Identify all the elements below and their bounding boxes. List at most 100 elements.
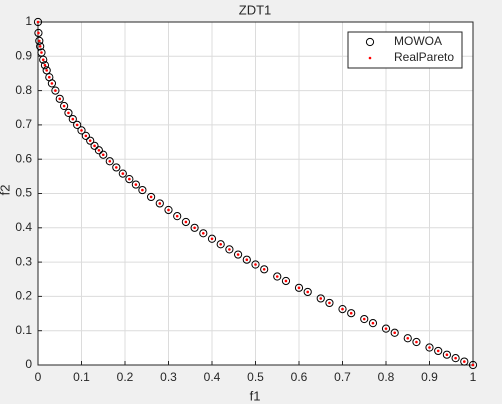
point	[101, 153, 105, 157]
point	[112, 163, 121, 172]
point	[445, 353, 449, 357]
point	[40, 61, 50, 70]
x-tick-label: 0.8	[378, 370, 395, 384]
y-tick-label: 0.9	[15, 48, 32, 62]
point	[228, 248, 231, 251]
point	[64, 108, 73, 117]
point	[81, 131, 90, 140]
point	[294, 283, 304, 292]
x-tick-label: 0.4	[204, 370, 221, 384]
point	[260, 265, 269, 274]
point	[347, 309, 356, 318]
point	[381, 324, 391, 333]
point	[181, 217, 190, 227]
point	[60, 101, 69, 111]
point	[50, 82, 54, 85]
point	[48, 75, 51, 79]
point	[118, 169, 127, 178]
axes-box	[37, 21, 474, 366]
point	[62, 104, 66, 108]
point	[225, 245, 234, 254]
y-axis-label: f2	[0, 185, 12, 196]
point	[115, 166, 118, 169]
point	[415, 340, 418, 344]
point	[54, 89, 57, 92]
point	[281, 276, 291, 286]
point	[75, 123, 79, 127]
point	[67, 111, 70, 115]
point	[463, 360, 466, 363]
legend-marker	[365, 37, 375, 47]
point	[349, 311, 353, 315]
point	[38, 39, 41, 43]
point	[147, 192, 156, 202]
point	[338, 304, 347, 314]
point	[164, 205, 173, 215]
point	[35, 36, 44, 45]
point	[468, 360, 478, 370]
point	[42, 66, 51, 75]
point	[190, 223, 199, 232]
point	[108, 159, 112, 163]
point	[316, 294, 325, 303]
point	[125, 174, 134, 184]
point	[134, 183, 138, 186]
point	[51, 86, 60, 95]
point	[262, 268, 266, 271]
point	[303, 287, 312, 297]
point	[38, 45, 42, 48]
point	[412, 337, 421, 347]
y-tick-label: 0.1	[15, 323, 32, 337]
point	[454, 356, 457, 360]
point	[97, 148, 101, 152]
point	[460, 357, 469, 366]
point	[158, 202, 162, 205]
point	[406, 336, 410, 340]
x-tick-label: 0.7	[334, 370, 351, 384]
point	[193, 226, 196, 230]
point	[43, 63, 47, 67]
y-tick-label: 1	[25, 14, 32, 28]
point	[41, 58, 45, 62]
point	[384, 327, 388, 330]
point	[141, 188, 144, 192]
point	[93, 144, 96, 148]
legend-box	[347, 31, 463, 69]
point	[40, 51, 43, 54]
point	[167, 208, 170, 212]
x-tick-label: 0.5	[247, 370, 264, 384]
point	[368, 319, 378, 328]
point	[131, 180, 140, 189]
point	[451, 354, 460, 363]
point	[319, 297, 323, 300]
point	[199, 229, 208, 238]
point	[216, 240, 225, 249]
x-tick-label: 0.2	[117, 370, 134, 384]
x-tick-label: 0.6	[291, 370, 308, 384]
point	[371, 321, 375, 325]
point	[36, 20, 40, 24]
point	[138, 185, 147, 195]
point	[73, 120, 82, 130]
point	[328, 301, 331, 305]
point	[393, 331, 397, 335]
y-tick-label: 0.6	[15, 151, 32, 165]
point	[236, 253, 240, 256]
point	[234, 250, 243, 259]
point	[105, 157, 114, 166]
point	[94, 146, 104, 155]
point	[306, 290, 310, 294]
y-tick-label: 0.3	[15, 254, 32, 268]
point	[325, 298, 334, 308]
legend-label: MOWOA	[394, 34, 442, 48]
point	[341, 307, 344, 311]
x-tick-label: 1	[470, 370, 477, 384]
x-tick-label: 0.9	[421, 370, 438, 384]
point	[242, 255, 251, 264]
y-tick-label: 0.4	[15, 220, 32, 234]
point	[360, 314, 369, 324]
point	[84, 134, 88, 138]
y-tick-label: 0.5	[15, 186, 32, 200]
point	[37, 31, 40, 35]
